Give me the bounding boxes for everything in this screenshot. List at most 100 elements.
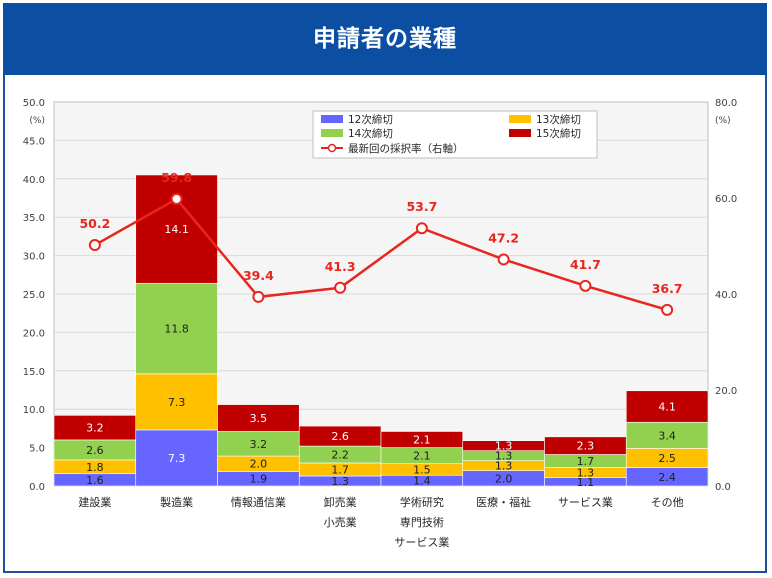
- category-label: 建設業: [78, 495, 111, 509]
- bar-data-label: 3.2: [250, 438, 268, 451]
- category-label: 小売業: [324, 516, 357, 529]
- line-data-label: 36.7: [652, 281, 683, 296]
- bar-data-label: 3.5: [250, 412, 268, 425]
- category-label: サービス業: [394, 536, 449, 549]
- legend-swatch: [321, 115, 343, 123]
- bar-data-label: 14.1: [164, 223, 189, 236]
- bar-data-label: 4.1: [658, 401, 676, 414]
- y-left-tick-label: 35.0: [23, 213, 45, 224]
- line-data-label: 41.3: [325, 259, 356, 274]
- bar-data-label: 2.1: [413, 434, 431, 447]
- y-left-tick-label: 50.0: [23, 98, 45, 109]
- bar-segment: [625, 421, 709, 449]
- y-left-tick-label: 0.0: [29, 482, 45, 493]
- y-right-unit: (%): [715, 116, 731, 126]
- bar-segment: [135, 373, 218, 431]
- line-point: [497, 253, 510, 266]
- y-right-tick-label: 80.0: [715, 98, 737, 109]
- legend-label: 12次締切: [348, 113, 393, 126]
- bar-data-label: 1.3: [495, 450, 513, 463]
- bar-data-label: 2.0: [495, 472, 513, 485]
- bar-data-label: 1.8: [86, 461, 104, 474]
- page-title: 申請者の業種: [313, 26, 457, 52]
- y-left-tick-label: 45.0: [23, 136, 45, 147]
- bar-segment: [135, 282, 218, 375]
- category-label: 学術研究: [400, 495, 444, 509]
- line-data-label: 41.7: [570, 257, 601, 272]
- legend-swatch: [509, 129, 531, 137]
- y-right-tick-label: 40.0: [715, 290, 737, 301]
- bar-data-label: 7.3: [168, 452, 186, 465]
- bar-data-label: 2.2: [331, 449, 349, 462]
- line-point: [661, 303, 674, 316]
- bar-data-label: 7.3: [168, 396, 186, 409]
- category-label: サービス業: [558, 496, 613, 509]
- bar-data-label: 1.3: [495, 440, 513, 453]
- y-right-tick-label: 0.0: [715, 482, 731, 493]
- line-series-path: [94, 197, 668, 312]
- category-label: 専門技術: [400, 516, 444, 529]
- line-data-label: 47.2: [488, 230, 519, 245]
- bar-data-label: 2.4: [658, 471, 676, 484]
- line-data-label: 50.2: [79, 216, 110, 231]
- bar-data-label: 1.7: [331, 463, 349, 476]
- bar-data-label: 2.6: [331, 430, 349, 443]
- bar-data-label: 1.7: [577, 455, 595, 468]
- bar-data-label: 2.1: [413, 450, 431, 463]
- bar-segment: [217, 404, 300, 432]
- y-left-unit: (%): [29, 116, 45, 126]
- line-point: [334, 281, 347, 294]
- bar-data-label: 3.2: [86, 422, 104, 435]
- category-label: 製造業: [160, 495, 193, 509]
- category-label: その他: [651, 496, 684, 509]
- line-data-label: 39.4: [243, 268, 274, 283]
- category-label: 卸売業: [324, 495, 357, 509]
- line-data-label: 53.7: [406, 199, 437, 214]
- bar-data-label: 1.5: [413, 463, 431, 476]
- y-right-tick-label: 60.0: [715, 194, 737, 205]
- line-point: [88, 239, 101, 252]
- legend-swatch: [321, 129, 343, 137]
- line-point: [170, 192, 183, 205]
- bar-segment: [53, 415, 137, 441]
- y-left-tick-label: 20.0: [23, 328, 45, 339]
- bar-data-label: 2.5: [658, 452, 676, 465]
- bar-data-label: 2.0: [250, 458, 268, 471]
- category-label: 情報通信業: [231, 496, 286, 509]
- legend-label: 13次締切: [536, 113, 581, 126]
- bar-data-label: 1.4: [413, 475, 431, 488]
- y-left-tick-label: 5.0: [29, 444, 45, 455]
- bar-data-label: 1.3: [331, 475, 349, 488]
- legend-label: 14次締切: [348, 127, 393, 140]
- y-left-tick-label: 10.0: [23, 405, 45, 416]
- line-data-label: 59.8: [161, 170, 192, 185]
- bar-data-label: 11.8: [164, 323, 189, 336]
- bar-data-label: 1.6: [86, 474, 104, 487]
- bar-data-label: 1.9: [250, 473, 268, 486]
- legend-box: [312, 110, 598, 159]
- y-left-tick-label: 15.0: [23, 367, 45, 378]
- title-banner: 申請者の業種: [3, 3, 767, 75]
- bar-data-label: 2.6: [86, 444, 104, 457]
- bar-segment: [625, 390, 709, 423]
- bar-data-label: 1.1: [577, 476, 595, 489]
- line-point: [415, 222, 428, 235]
- y-left-tick-label: 30.0: [23, 252, 45, 263]
- y-left-tick-label: 25.0: [23, 290, 45, 301]
- legend-label: 15次締切: [536, 127, 581, 140]
- bar-data-label: 1.3: [577, 467, 595, 480]
- legend-swatch: [509, 115, 531, 123]
- bar-segment: [380, 431, 464, 448]
- y-left-tick-label: 40.0: [23, 175, 45, 186]
- bar-segment: [135, 429, 218, 487]
- legend-label: 最新回の採択率（右軸）: [348, 142, 464, 155]
- bar-data-label: 3.4: [658, 429, 676, 442]
- y-right-tick-label: 20.0: [715, 386, 737, 397]
- legend-line-marker: [327, 143, 337, 153]
- line-point: [579, 279, 592, 292]
- category-label: 医療・福祉: [476, 495, 531, 509]
- bar-data-label: 1.3: [495, 460, 513, 473]
- line-point: [252, 290, 265, 303]
- bar-data-label: 2.3: [577, 440, 595, 453]
